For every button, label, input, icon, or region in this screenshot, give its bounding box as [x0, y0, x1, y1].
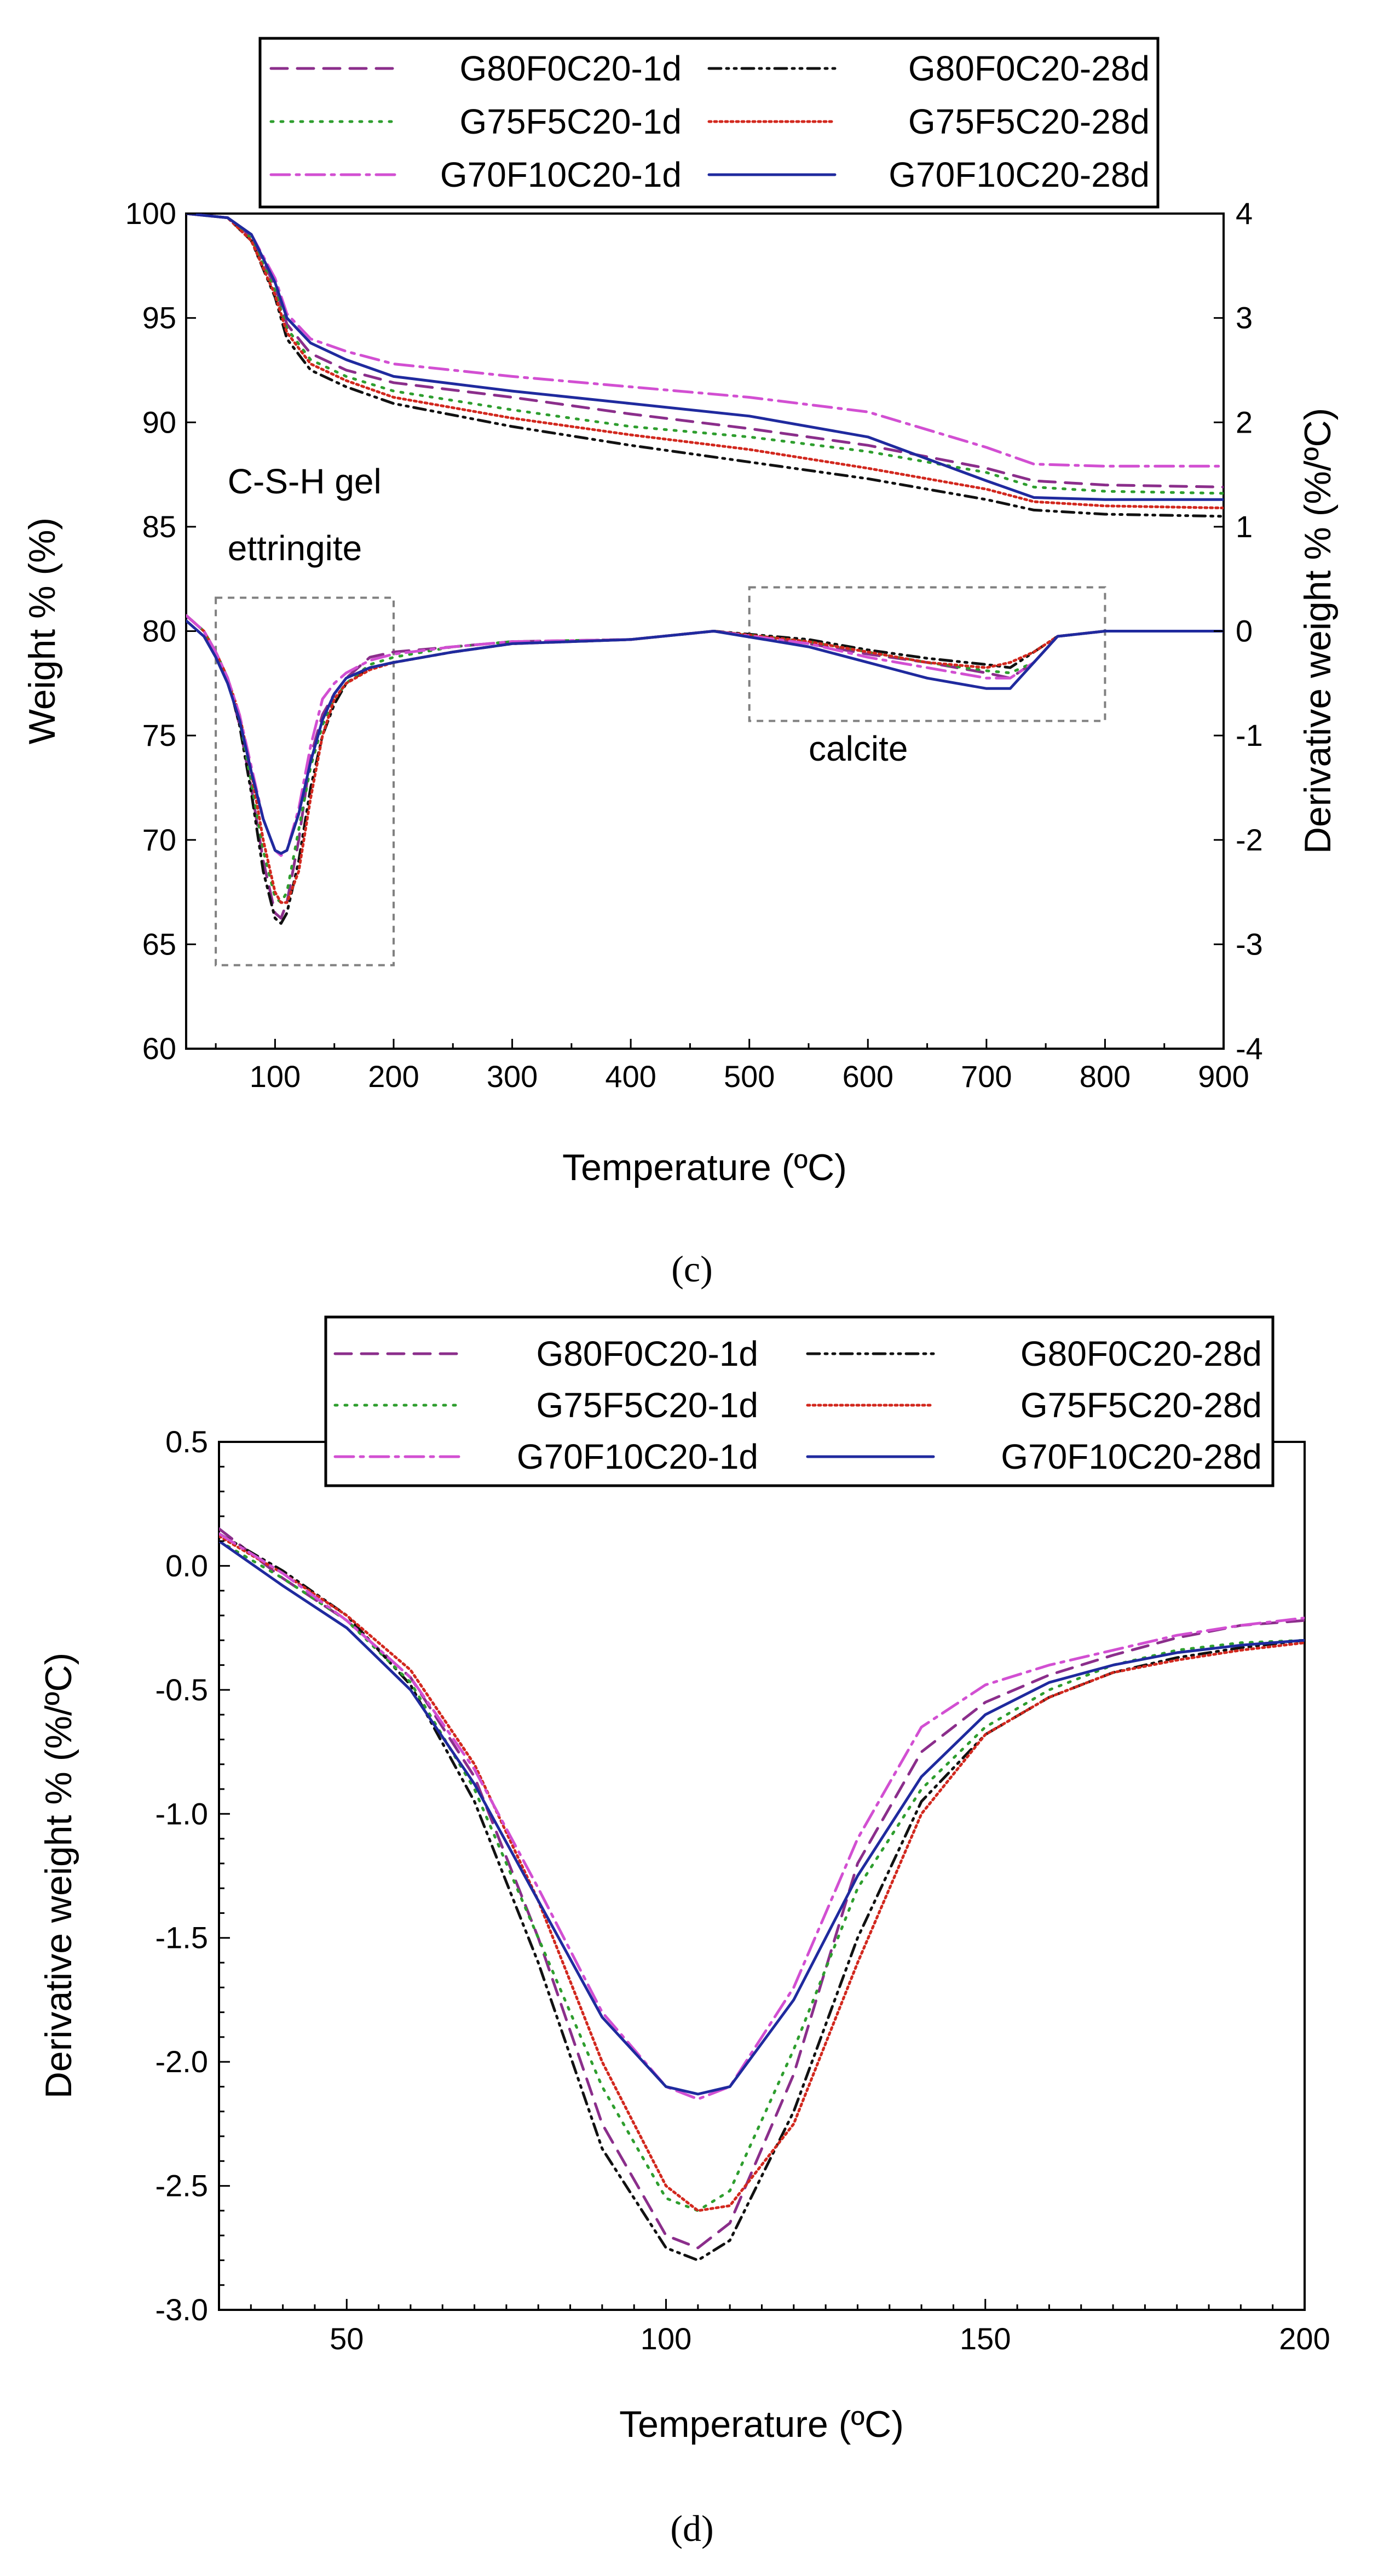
x-axis-title-d: Temperature (ºC): [619, 2404, 904, 2445]
x-tick-label-100: 100: [250, 1059, 301, 1094]
annotation-ettringite: ettringite: [228, 528, 362, 568]
y2-tick-label--3: -3: [1236, 927, 1263, 961]
x-tick-label-600: 600: [843, 1059, 893, 1094]
y2-tick-label-2: 2: [1236, 405, 1253, 439]
x-tick-label-d-50: 50: [330, 2321, 364, 2356]
legend-label-g75f5c20-1d: G75F5C20-1d: [536, 1385, 758, 1425]
deriv-line-g80f0c20-28d: [186, 614, 1224, 925]
y-tick-label-100: 100: [125, 196, 176, 231]
annotation-boxes-c: [215, 586, 1106, 967]
y-tick-label-65: 65: [142, 927, 176, 961]
y-tick-label-d--2.5: -2.5: [155, 2169, 209, 2203]
legend-label-g75f5c20-28d: G75F5C20-28d: [908, 102, 1150, 141]
deriv-line-d-g80f0c20-1d: [219, 1527, 1305, 2250]
y-axis-title-d: Derivative weight % (%/ºC): [38, 1653, 79, 2099]
y2-tick-label-1: 1: [1236, 509, 1253, 544]
x-tick-label-700: 700: [961, 1059, 1012, 1094]
legend-label-g70f10c20-1d: G70F10C20-1d: [517, 1437, 758, 1476]
y2-tick-label-4: 4: [1236, 196, 1253, 231]
legend-label-g80f0c20-28d: G80F0C20-28d: [1020, 1334, 1262, 1373]
x-tick-label-d-150: 150: [960, 2321, 1011, 2356]
deriv-line-g75f5c20-1d: [186, 614, 1224, 904]
derivative-series-d: [219, 1527, 1305, 2262]
legend-label-g75f5c20-1d: G75F5C20-1d: [459, 102, 682, 141]
x-tick-label-500: 500: [724, 1059, 775, 1094]
y-ticks-c: 60 65 70 75 80 85 90 95 100: [125, 196, 196, 1066]
weight-line-g70f10c20-28d: [186, 214, 1224, 501]
panel-c: G80F0C20-1d G80F0C20-28d G75F5C20-1d G75F5C…: [21, 37, 1339, 1290]
x-tick-label-d-100: 100: [641, 2321, 691, 2356]
legend-d: G80F0C20-1d G80F0C20-28d G75F5C20-1d G75F5C…: [324, 1315, 1275, 1487]
panel-caption-c: (c): [671, 1248, 712, 1290]
derivative-series-c: [186, 614, 1224, 925]
deriv-line-d-g75f5c20-28d: [219, 1534, 1305, 2212]
y2-ticks-c: -4 -3 -2 -1 0 1 2 3 4: [1214, 196, 1263, 1066]
annotation-calcite: calcite: [809, 729, 908, 768]
y-tick-label-85: 85: [142, 509, 176, 544]
x-ticks-c: 100 200 300 400 500 600 700 800 900: [215, 1039, 1249, 1094]
legend-label-g70f10c20-28d: G70F10C20-28d: [1001, 1437, 1262, 1476]
y-tick-label-d-0.0: 0.0: [165, 1548, 208, 1583]
y-tick-label-d--0.5: -0.5: [155, 1672, 209, 1707]
deriv-line-d-g70f10c20-28d: [219, 1539, 1305, 2096]
y-tick-label-95: 95: [142, 301, 176, 335]
weight-line-g80f0c20-1d: [186, 214, 1224, 488]
panel-d: 50 100 150 200 -3.0 -2.5 -2.0 -1.5 -1.0 -0.5 0.0 0…: [38, 1315, 1330, 2549]
y-tick-label-80: 80: [142, 614, 176, 648]
annotation-box-0: [215, 596, 395, 967]
y-tick-label-d--1.0: -1.0: [155, 1796, 209, 1831]
x-tick-label-800: 800: [1080, 1059, 1131, 1094]
y-ticks-d: -3.0 -2.5 -2.0 -1.5 -1.0 -0.5 0.0 0.5: [155, 1424, 230, 2327]
deriv-line-d-g75f5c20-1d: [219, 1539, 1305, 2212]
legend-label-g80f0c20-1d: G80F0C20-1d: [536, 1334, 758, 1373]
y-tick-label-60: 60: [142, 1031, 176, 1066]
deriv-line-g75f5c20-28d: [186, 614, 1224, 904]
x-tick-label-400: 400: [605, 1059, 656, 1094]
panel-caption-d: (d): [670, 2508, 713, 2549]
y-tick-label-d--1.5: -1.5: [155, 1921, 209, 1955]
legend-label-g80f0c20-28d: G80F0C20-28d: [908, 49, 1150, 88]
deriv-line-d-g70f10c20-1d: [219, 1532, 1305, 2101]
weight-line-g70f10c20-1d: [186, 214, 1224, 468]
deriv-line-g80f0c20-1d: [186, 614, 1224, 920]
y-tick-label-90: 90: [142, 405, 176, 439]
y2-tick-label-0: 0: [1236, 614, 1253, 648]
x-tick-label-300: 300: [487, 1059, 538, 1094]
weight-series-c: [186, 214, 1224, 518]
y-tick-label-75: 75: [142, 718, 176, 752]
y-tick-label-d-0.5: 0.5: [165, 1424, 208, 1459]
x-tick-label-d-200: 200: [1279, 2321, 1330, 2356]
legend-label-g75f5c20-28d: G75F5C20-28d: [1020, 1385, 1262, 1425]
y-axis-title-c: Weight % (%): [21, 518, 63, 744]
x-tick-label-900: 900: [1198, 1059, 1249, 1094]
y2-tick-label--1: -1: [1236, 718, 1263, 752]
annotation-box-1: [748, 586, 1106, 722]
y-tick-label-d--3.0: -3.0: [155, 2292, 209, 2327]
y2-tick-label-3: 3: [1236, 301, 1253, 335]
weight-line-g75f5c20-28d: [186, 214, 1224, 510]
legend-label-g70f10c20-1d: G70F10C20-1d: [440, 155, 682, 194]
y-tick-label-d--2.0: -2.0: [155, 2044, 209, 2079]
y2-tick-label--2: -2: [1236, 823, 1263, 857]
y2-tick-label--4: -4: [1236, 1031, 1263, 1066]
x-tick-label-200: 200: [368, 1059, 419, 1094]
y2-axis-title-c: Derivative weight % (%/ºC): [1297, 408, 1339, 854]
y-tick-label-70: 70: [142, 823, 176, 857]
legend-label-g70f10c20-28d: G70F10C20-28d: [889, 155, 1150, 194]
x-axis-title-c: Temperature (ºC): [562, 1147, 847, 1188]
legend-c: G80F0C20-1d G80F0C20-28d G75F5C20-1d G75F5C…: [258, 37, 1160, 209]
plot-frame-d: [218, 1441, 1306, 2311]
x-ticks-d: 50 100 150 200: [250, 2299, 1330, 2356]
deriv-line-g70f10c20-1d: [186, 614, 1224, 857]
legend-label-g80f0c20-1d: G80F0C20-1d: [459, 49, 682, 88]
annotation-csh-gel: C-S-H gel: [228, 462, 382, 501]
deriv-line-g70f10c20-28d: [186, 619, 1224, 855]
weight-line-g75f5c20-1d: [186, 214, 1224, 495]
